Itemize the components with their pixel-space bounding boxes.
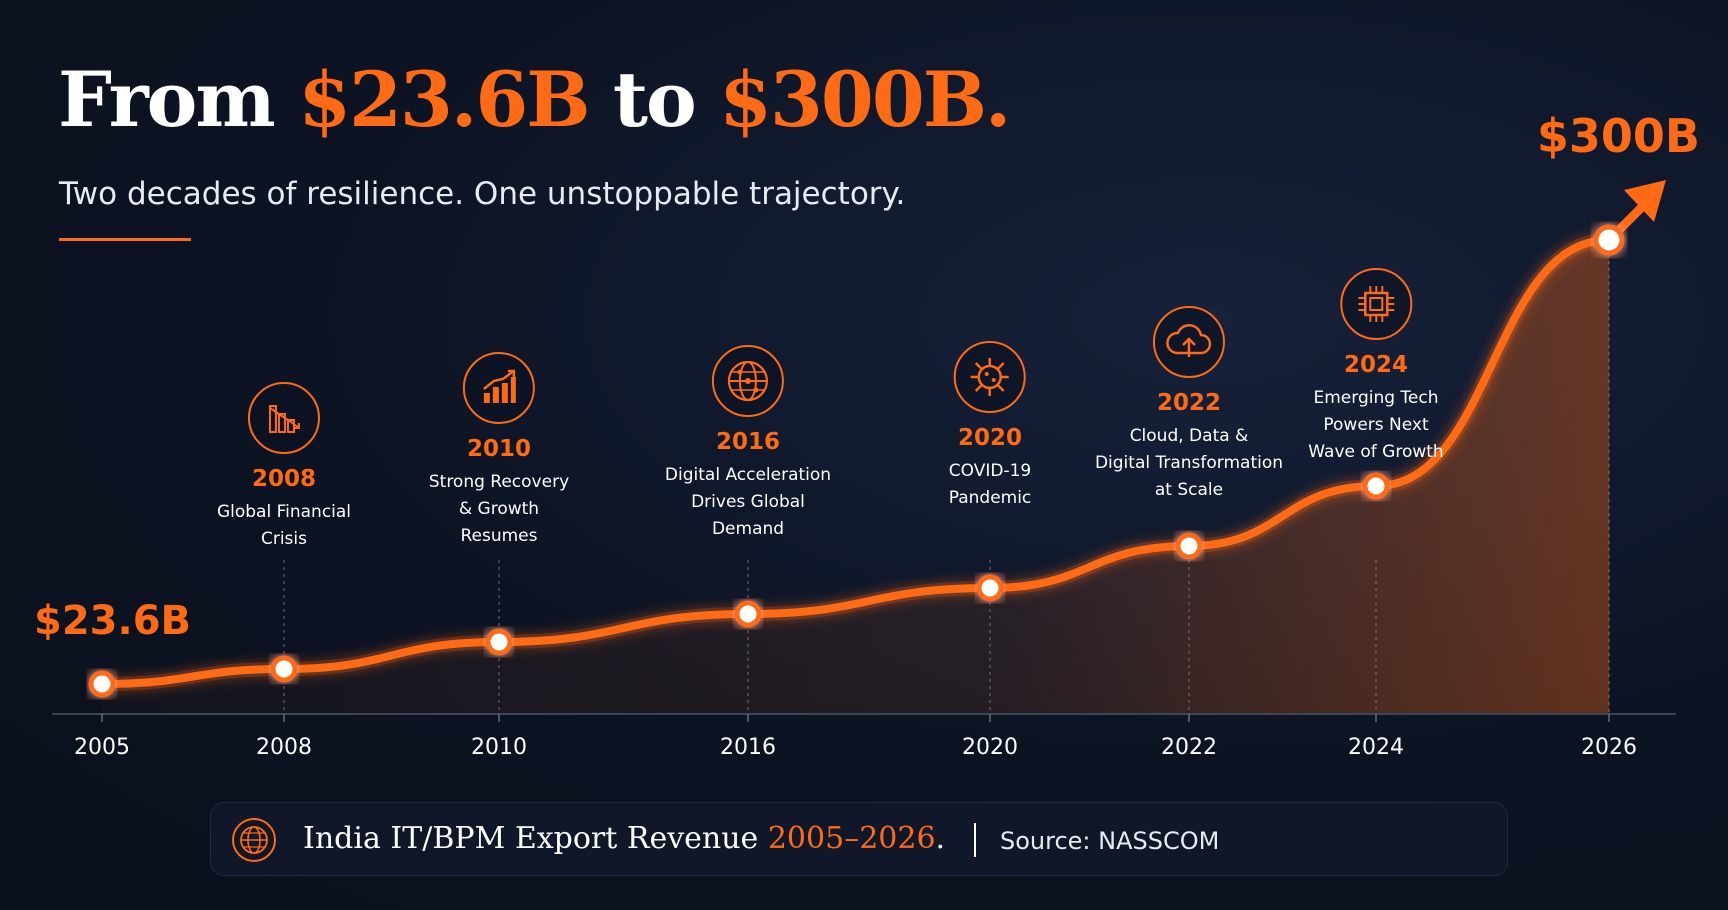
trend-arrow-head <box>1624 180 1666 222</box>
x-tick-label: 2010 <box>471 735 527 760</box>
milestone-year: 2010 <box>466 436 531 462</box>
globe-icon <box>232 818 276 862</box>
milestone-description: Cloud, Data & Digital Transformation at … <box>1094 426 1284 500</box>
milestone-description: Strong Recovery & Growth Resumes <box>428 472 570 546</box>
x-tick-label: 2024 <box>1348 735 1404 760</box>
accent-rule <box>59 238 191 241</box>
headline-end-value: $300B. <box>719 55 1011 144</box>
milestone-description: Global Financial Crisis <box>216 502 352 549</box>
data-point <box>734 600 762 628</box>
headline-part-3: to <box>588 55 720 144</box>
milestone-description: Emerging Tech Powers Next Wave of Growth <box>1308 388 1444 462</box>
x-tick-label: 2022 <box>1161 735 1217 760</box>
footer-title: India IT/BPM Export Revenue 2005–2026. <box>303 821 945 856</box>
data-point <box>485 628 513 656</box>
footer-title-main: India IT/BPM Export Revenue <box>303 821 768 856</box>
headline: From $23.6B to $300B. <box>58 62 1011 138</box>
x-tick-label: 2026 <box>1581 735 1637 760</box>
milestone-year: 2024 <box>1343 352 1409 378</box>
subtitle: Two decades of resilience. One unstoppab… <box>59 176 906 212</box>
milestone-2024: 2024 Emerging Tech Powers Next Wave of Gr… <box>1308 268 1444 466</box>
data-point <box>1362 472 1390 500</box>
milestone-description: COVID-19 Pandemic <box>948 461 1032 508</box>
data-point <box>88 670 116 698</box>
area-fill <box>102 240 1609 714</box>
source-text: Source: NASSCOM <box>1000 827 1220 855</box>
data-point <box>270 655 298 683</box>
virus-icon <box>954 341 1026 413</box>
rising-bar-chart-icon <box>463 352 535 424</box>
data-point <box>1175 532 1203 560</box>
milestone-2022: 2022 Cloud, Data & Digital Transformation… <box>1095 306 1283 504</box>
data-point <box>976 574 1004 602</box>
headline-start-value: $23.6B <box>298 55 590 144</box>
globe-network-icon <box>712 345 784 417</box>
footer-title-end: . <box>935 821 946 856</box>
declining-bar-chart-icon <box>247 382 320 454</box>
milestone-year: 2020 <box>957 425 1022 451</box>
end-value-label: $300B <box>1537 109 1700 163</box>
source-bar: India IT/BPM Export Revenue 2005–2026. S… <box>210 802 1508 876</box>
chip-icon <box>1339 268 1412 340</box>
footer-title-years: 2005–2026 <box>767 821 936 856</box>
x-tick-label: 2016 <box>720 735 776 760</box>
headline-part-1: From <box>58 55 299 144</box>
milestone-2016: 2016 Digital Acceleration Drives Global D… <box>665 345 831 543</box>
milestone-2008: 2008 Global Financial Crisis <box>217 382 351 553</box>
milestone-2010: 2010 Strong Recovery & Growth Resumes <box>429 352 569 550</box>
cloud-upload-icon <box>1153 306 1225 378</box>
footer-separator <box>974 823 976 857</box>
data-point <box>1593 224 1625 256</box>
x-tick-label: 2005 <box>74 735 130 760</box>
milestone-year: 2016 <box>715 429 780 455</box>
start-value-label: $23.6B <box>34 598 191 644</box>
x-tick-label: 2008 <box>256 735 312 760</box>
x-tick-label: 2020 <box>962 735 1018 760</box>
milestone-2020: 2020 COVID-19 Pandemic <box>948 341 1032 512</box>
milestone-description: Digital Acceleration Drives Global Deman… <box>664 465 832 539</box>
milestone-year: 2022 <box>1156 390 1221 416</box>
milestone-year: 2008 <box>251 466 317 492</box>
